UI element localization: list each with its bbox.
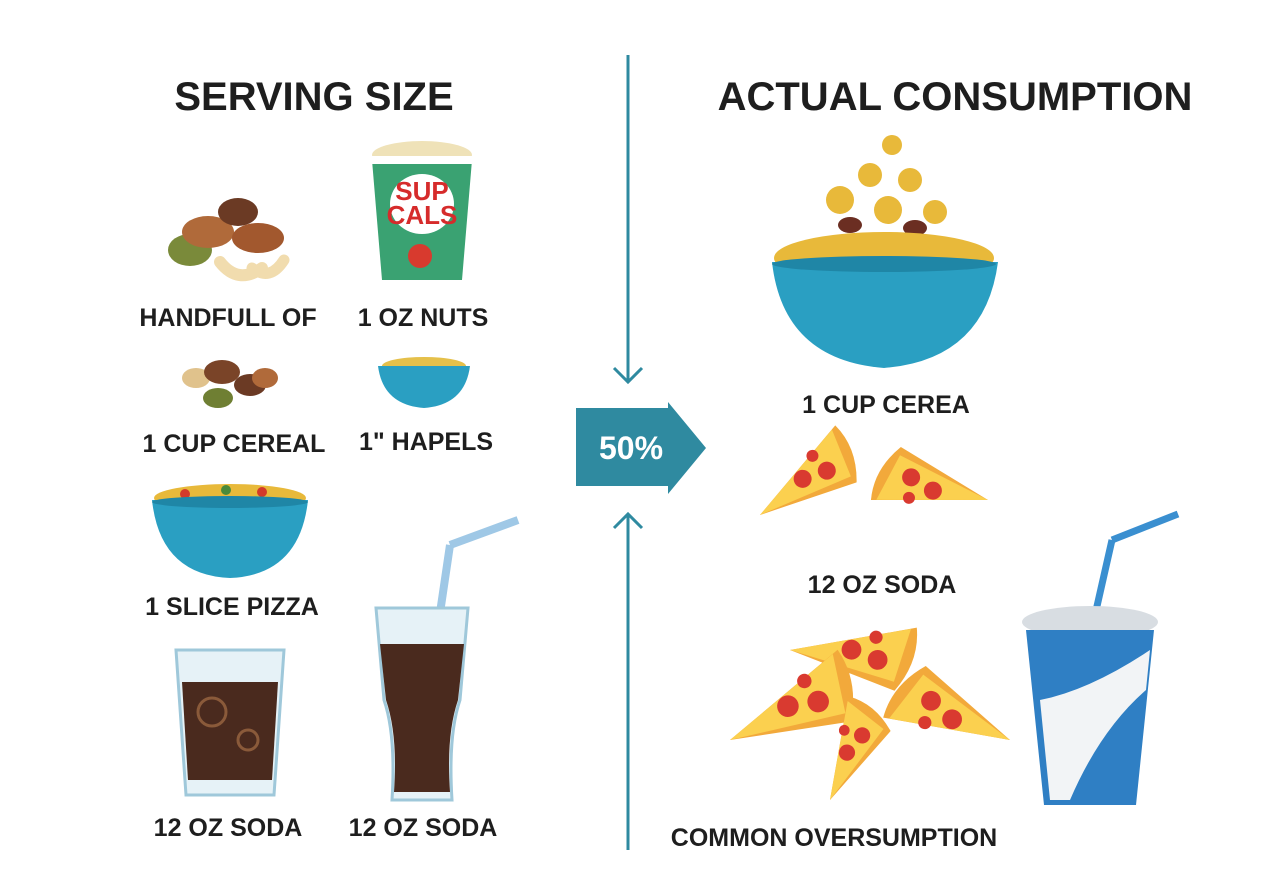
popcorn-cup-part: [372, 156, 472, 164]
big-bowl-part: [858, 163, 882, 187]
left-title: SERVING SIZE: [174, 75, 453, 119]
big-bowl-part: [838, 217, 862, 233]
divider-part: [612, 366, 644, 385]
big-cup: [1022, 510, 1180, 805]
small-bowl: [378, 357, 470, 408]
label: 1 CUP CEREAL: [143, 430, 326, 458]
label: 12 OZ SODA: [349, 814, 498, 842]
label: 1 OZ NUTS: [358, 304, 489, 332]
big-cup-part: [1110, 510, 1180, 544]
big-bowl-part: [898, 168, 922, 192]
big-bowl: [772, 135, 998, 368]
cereal-bowl-part: [152, 496, 308, 508]
label: 1 CUP CEREA: [802, 391, 970, 419]
big-bowl-part: [772, 256, 996, 272]
big-cup-part: [1040, 650, 1150, 800]
soda-glass: [174, 648, 286, 797]
label: HANDFULL OF: [139, 304, 316, 332]
big-bowl-part: [772, 262, 998, 368]
soda-glass-part: [182, 682, 278, 780]
soda-glass-part: [196, 696, 228, 728]
cereal-bowl-part: [180, 489, 190, 499]
big-bowl-part: [826, 186, 854, 214]
divider-part: [612, 511, 644, 530]
badge-text: 50%: [599, 430, 663, 466]
small-nuts-part: [182, 368, 210, 388]
label: 12 OZ SODA: [808, 571, 957, 599]
pizza-pile: [713, 606, 1021, 809]
right-title: ACTUAL CONSUMPTION: [718, 75, 1193, 119]
percent-badge: 50%: [576, 402, 706, 494]
popcorn-cup: SUP CALS: [372, 141, 472, 280]
small-nuts-part: [252, 368, 278, 388]
big-cup-part: [1091, 539, 1116, 616]
tall-glass: [374, 516, 520, 802]
nuts-illustration-part: [232, 223, 284, 253]
small-nuts: [182, 360, 278, 408]
nuts-illustration-part: [182, 216, 234, 248]
small-nuts-part: [203, 388, 233, 408]
percent-badge-part: [576, 402, 706, 494]
cereal-bowl-part: [257, 487, 267, 497]
label: 1 SLICE PIZZA: [145, 593, 319, 621]
label: COMMON OVERSUMPTION: [671, 824, 997, 852]
small-bowl-part: [378, 366, 470, 408]
small-nuts-part: [204, 360, 240, 384]
popcorn-cup-part: [390, 174, 454, 234]
big-bowl-part: [882, 135, 902, 155]
cup-text: SUP: [395, 176, 448, 206]
label: 1" HAPELS: [359, 428, 493, 456]
label: 12 OZ SODA: [154, 814, 303, 842]
soda-glass-part: [236, 728, 260, 752]
divider: [612, 55, 644, 850]
tall-glass-part: [448, 516, 520, 549]
pizza-slices: [740, 424, 995, 538]
pizza-slices-part: [868, 442, 995, 538]
cereal-bowl: [152, 484, 308, 578]
cereal-bowl-part: [221, 485, 231, 495]
big-bowl-part: [874, 196, 902, 224]
big-bowl-part: [923, 200, 947, 224]
big-bowl-part: [903, 220, 927, 236]
pizza-slices-part: [740, 424, 868, 533]
tall-glass-part: [380, 644, 464, 792]
nuts-illustration: [168, 198, 290, 282]
nuts-illustration-part: [246, 254, 290, 279]
popcorn-cup-part: [408, 244, 432, 268]
cup-text: CALS: [387, 200, 458, 230]
cereal-bowl-part: [152, 500, 308, 578]
nuts-illustration-part: [218, 198, 258, 226]
